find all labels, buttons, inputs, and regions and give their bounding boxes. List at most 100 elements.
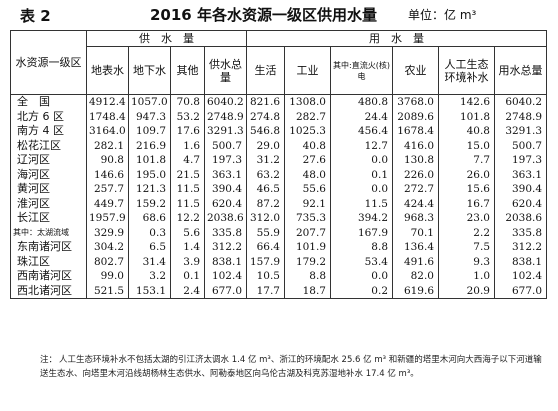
cell-supply-total: 3291.3 [204,124,247,139]
cell-ground: 101.8 [128,153,171,168]
cell-living: 274.8 [246,109,285,124]
table-row: 松花江区 282.1 216.9 1.6 500.7 29.0 40.8 12.7 416.0 1… [10,138,548,153]
cell-use-total: 500.7 [493,138,548,153]
cell-surface: 282.1 [86,138,129,153]
cell-agriculture: 619.6 [392,283,439,299]
cell-use-total: 102.4 [493,269,548,284]
cell-living: 821.6 [246,94,285,110]
cell-supply-total: 838.1 [204,254,247,269]
table-row: 南方 4 区 3164.0 109.7 17.6 3291.3 546.8 1025.3 45… [10,124,548,139]
col-header-industry: 工业 [284,46,331,95]
cell-supply-total: 390.4 [204,182,247,197]
cell-ground: 195.0 [128,167,171,182]
row-region-name: 西北诸河区 [10,283,87,299]
cell-living: 157.9 [246,254,285,269]
cell-supply-total: 363.1 [204,167,247,182]
cell-supply-total: 197.3 [204,153,247,168]
cell-agriculture: 82.0 [392,269,439,284]
col-group-supply: 供 水 量 [86,30,247,47]
cell-industry: 48.0 [284,167,331,182]
col-group-use: 用 水 量 [245,30,548,47]
cell-living: 87.2 [246,196,285,211]
cell-other: 1.6 [170,138,205,153]
row-region-name: 黄河区 [10,182,87,197]
cell-other: 17.6 [170,124,205,139]
table-title: 2016 年各水资源一级区供用水量 [150,6,377,24]
cell-ground: 216.9 [128,138,171,153]
row-region-name: 松花江区 [10,138,87,153]
cell-industry: 101.9 [284,240,331,255]
cell-living: 31.2 [246,153,285,168]
cell-ground: 947.3 [128,109,171,124]
cell-ground: 121.3 [128,182,171,197]
cell-agriculture: 272.7 [392,182,439,197]
cell-industry-sub: 0.0 [330,153,393,168]
cell-eco: 15.0 [438,138,495,153]
cell-use-total: 677.0 [493,283,548,299]
row-region-name: 珠江区 [10,254,87,269]
cell-industry: 282.7 [284,109,331,124]
note-prefix: 注： [40,355,58,365]
cell-agriculture: 226.0 [392,167,439,182]
cell-use-total: 390.4 [493,182,548,197]
col-header-surface: 地表水 [86,46,129,95]
cell-industry-sub: 456.4 [330,124,393,139]
col-header-region: 水资源一级区 [10,30,87,95]
cell-industry-sub: 12.7 [330,138,393,153]
row-region-name: 长江区 [10,211,87,226]
cell-living: 55.9 [246,225,285,240]
cell-industry: 1025.3 [284,124,331,139]
table-row: 黄河区 257.7 121.3 11.5 390.4 46.5 55.6 0.0 272.7 15… [10,182,548,197]
cell-industry-sub: 53.4 [330,254,393,269]
cell-eco: 9.3 [438,254,495,269]
cell-industry: 207.7 [284,225,331,240]
cell-industry-sub: 394.2 [330,211,393,226]
table-row: 海河区 146.6 195.0 21.5 363.1 63.2 48.0 0.1 226.0 26… [10,167,548,182]
cell-industry-sub: 0.1 [330,167,393,182]
cell-eco: 16.7 [438,196,495,211]
col-header-use-total: 用水总量 [493,46,548,95]
cell-supply-total: 500.7 [204,138,247,153]
row-region-name: 南方 4 区 [10,124,87,139]
cell-use-total: 2748.9 [493,109,548,124]
row-region-name: 辽河区 [10,153,87,168]
unit-label: 单位：亿 m³ [408,8,477,22]
cell-agriculture: 968.3 [392,211,439,226]
table-row: 淮河区 449.7 159.2 11.5 620.4 87.2 92.1 11.5 424.4 1… [10,196,548,211]
cell-other: 0.1 [170,269,205,284]
cell-other: 12.2 [170,211,205,226]
cell-industry-sub: 11.5 [330,196,393,211]
cell-agriculture: 416.0 [392,138,439,153]
cell-agriculture: 491.6 [392,254,439,269]
row-region-name: 全 国 [10,94,87,110]
cell-use-total: 312.2 [493,240,548,255]
cell-supply-total: 6040.2 [204,94,247,110]
cell-supply-total: 312.2 [204,240,247,255]
cell-industry: 735.3 [284,211,331,226]
cell-surface: 1957.9 [86,211,129,226]
col-header-supply-total: 供水总量 [204,46,247,95]
table-row: 其中：太湖流域 329.9 0.3 5.6 335.8 55.9 207.7 167.9 70.… [10,225,548,240]
table-row: 北方 6 区 1748.4 947.3 53.2 2748.9 274.8 282.7 24.… [10,109,548,124]
table-header: 表 2 2016 年各水资源一级区供用水量 单位：亿 m³ [0,0,558,28]
cell-living: 29.0 [246,138,285,153]
cell-supply-total: 2748.9 [204,109,247,124]
cell-other: 21.5 [170,167,205,182]
cell-industry: 55.6 [284,182,331,197]
cell-living: 63.2 [246,167,285,182]
cell-ground: 31.4 [128,254,171,269]
cell-agriculture: 2089.6 [392,109,439,124]
table-body: 全 国 4912.4 1057.0 70.8 6040.2 821.6 1308.0 480.… [10,94,548,299]
cell-surface: 4912.4 [86,94,129,110]
cell-use-total: 197.3 [493,153,548,168]
cell-eco: 40.8 [438,124,495,139]
cell-ground: 1057.0 [128,94,171,110]
col-header-other: 其他 [170,46,205,95]
cell-other: 4.7 [170,153,205,168]
cell-eco: 20.9 [438,283,495,299]
cell-use-total: 620.4 [493,196,548,211]
cell-surface: 1748.4 [86,109,129,124]
cell-other: 53.2 [170,109,205,124]
cell-ground: 68.6 [128,211,171,226]
cell-living: 10.5 [246,269,285,284]
